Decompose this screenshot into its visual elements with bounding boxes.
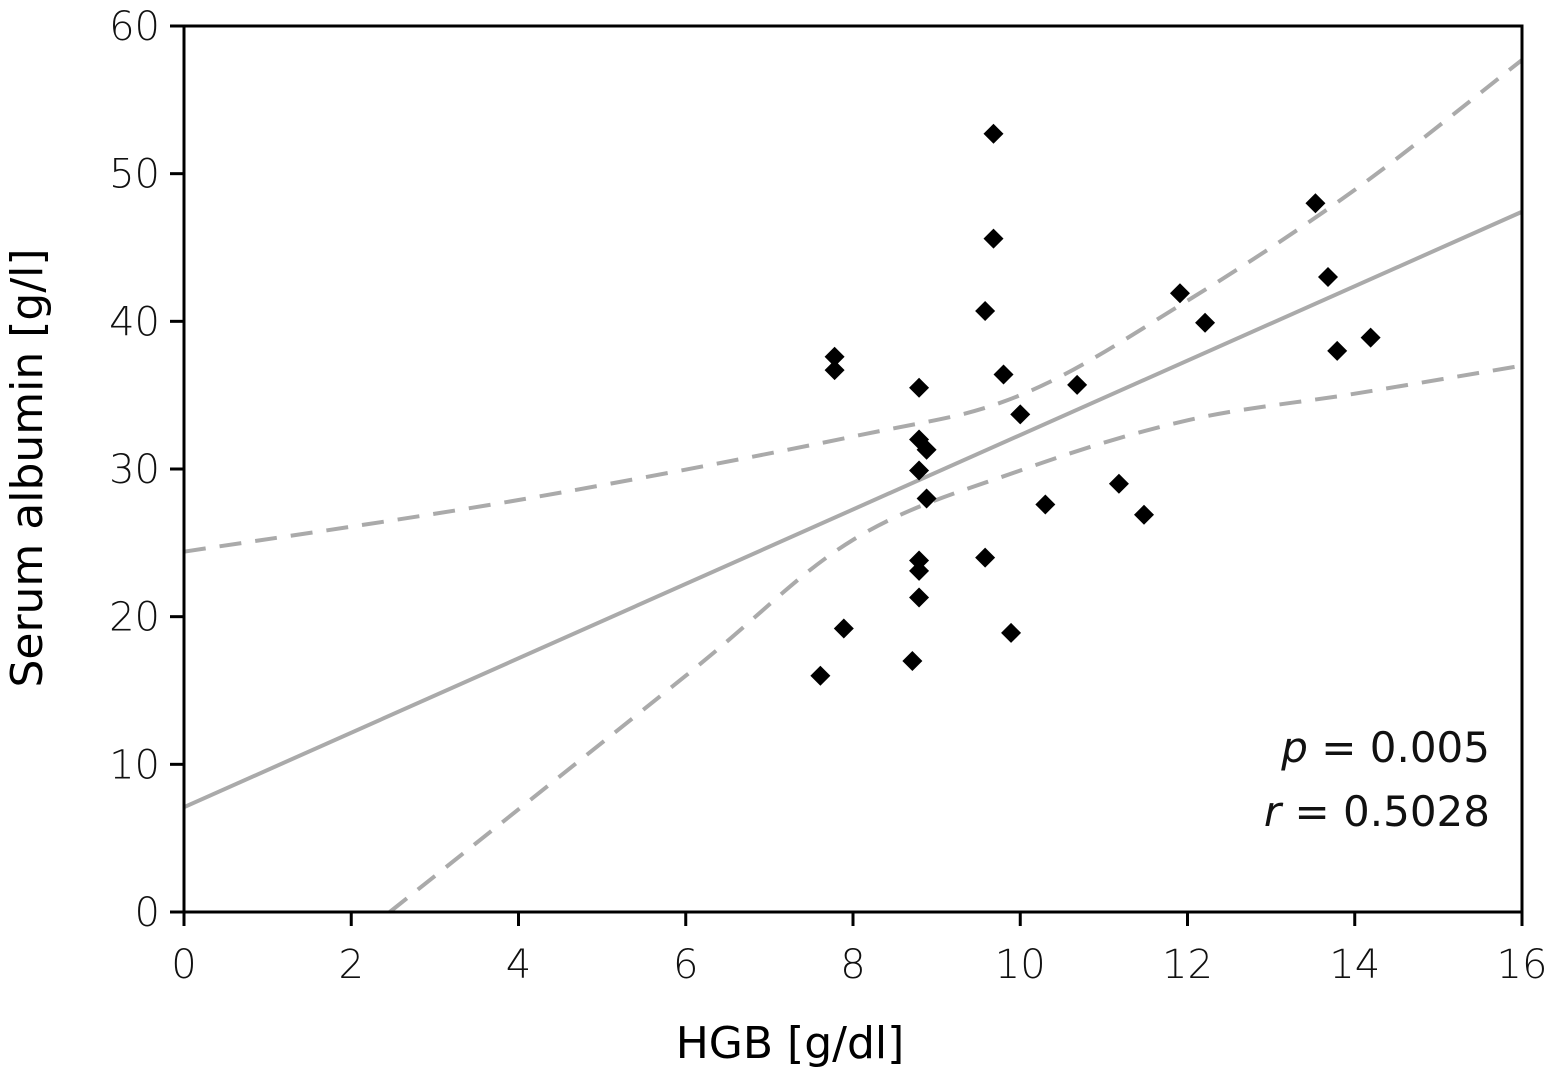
- x-tick-label: 0: [171, 942, 196, 988]
- data-point: [1195, 312, 1216, 333]
- regression-line: [183, 209, 1523, 809]
- data-point: [833, 618, 854, 639]
- x-tick-label: 2: [339, 942, 364, 988]
- y-tick-label: 60: [109, 4, 160, 50]
- data-point: [975, 547, 996, 568]
- data-point: [916, 488, 937, 509]
- ci-lower-line: [388, 363, 1523, 914]
- data-point: [824, 360, 845, 381]
- p-value-annotation: p = 0.005: [1280, 723, 1490, 772]
- data-point: [1134, 504, 1155, 525]
- data-point: [1010, 404, 1031, 425]
- r-value-annotation: r = 0.5028: [1264, 787, 1490, 836]
- y-tick-label: 10: [109, 742, 160, 788]
- data-point: [909, 377, 930, 398]
- y-tick-label: 40: [109, 299, 160, 345]
- data-point: [824, 346, 845, 367]
- plot-frame: [182, 24, 1524, 914]
- x-tick-label: 4: [506, 942, 531, 988]
- y-tick-label: 50: [109, 152, 160, 198]
- x-tick-label: 16: [1497, 942, 1546, 988]
- data-point: [1169, 283, 1190, 304]
- data-points: [810, 123, 1381, 686]
- x-tick-label: 6: [673, 942, 698, 988]
- data-point: [909, 560, 930, 581]
- r-symbol: r: [1264, 787, 1284, 836]
- data-point: [993, 364, 1014, 385]
- x-tick-label: 8: [840, 942, 865, 988]
- x-tick-label: 12: [1162, 942, 1213, 988]
- data-point: [902, 650, 923, 671]
- data-point: [1360, 327, 1381, 348]
- x-tick-label: 14: [1329, 942, 1380, 988]
- data-point: [1108, 473, 1129, 494]
- x-axis-label: HGB [g/dl]: [676, 1018, 905, 1067]
- p-value: = 0.005: [1308, 723, 1490, 772]
- x-axis-ticks: 0 2 4 6 8 10 12 14 16: [171, 912, 1546, 988]
- data-point: [909, 460, 930, 481]
- y-axis-label: Serum albumin [g/l]: [2, 248, 53, 687]
- data-point: [983, 228, 1004, 249]
- data-point: [1035, 494, 1056, 515]
- confidence-bands: [183, 58, 1524, 914]
- data-point: [909, 550, 930, 571]
- data-point: [1305, 193, 1326, 214]
- y-tick-label: 20: [109, 595, 160, 641]
- data-point: [909, 587, 930, 608]
- data-point: [1067, 374, 1088, 395]
- data-point: [975, 300, 996, 321]
- x-tick-label: 10: [995, 942, 1046, 988]
- y-tick-label: 30: [109, 447, 160, 493]
- data-point: [1327, 340, 1348, 361]
- p-symbol: p: [1280, 723, 1308, 772]
- data-point: [1317, 267, 1338, 288]
- r-value: = 0.5028: [1281, 787, 1490, 836]
- ci-upper-line: [183, 58, 1524, 554]
- data-point: [983, 123, 1004, 144]
- y-tick-label: 0: [135, 890, 160, 936]
- data-point: [916, 439, 937, 460]
- y-axis-ticks: 0 10 20 30 40 50 60: [109, 4, 184, 936]
- data-point: [1001, 622, 1022, 643]
- data-point: [810, 665, 831, 686]
